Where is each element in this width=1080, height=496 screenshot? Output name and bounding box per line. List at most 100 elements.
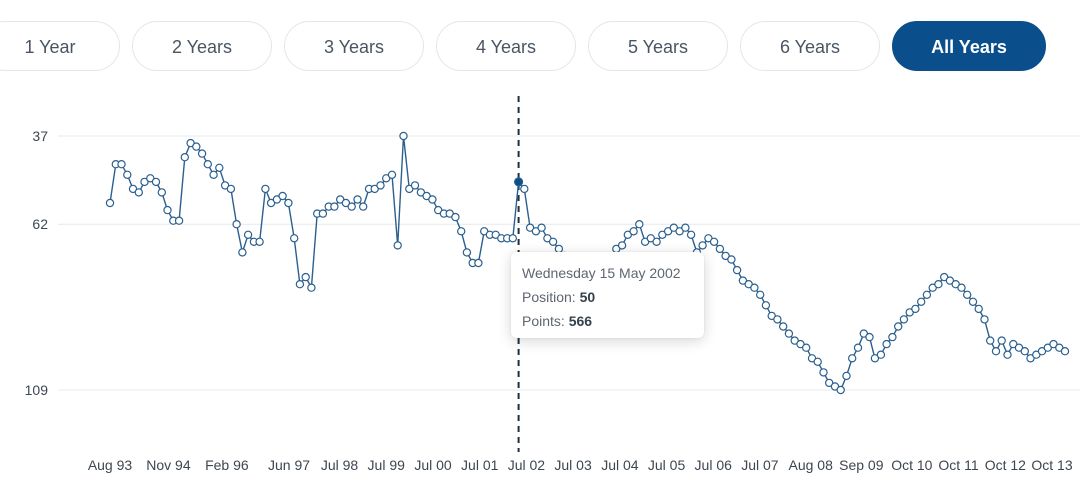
data-point[interactable] bbox=[451, 212, 460, 222]
data-point[interactable] bbox=[732, 265, 742, 275]
data-point[interactable] bbox=[635, 219, 644, 229]
data-point[interactable] bbox=[243, 230, 253, 239]
data-point[interactable] bbox=[870, 354, 880, 363]
data-point[interactable] bbox=[761, 301, 771, 310]
data-point[interactable] bbox=[180, 153, 189, 162]
data-point[interactable] bbox=[117, 159, 126, 169]
data-point[interactable] bbox=[341, 198, 351, 208]
data-point[interactable] bbox=[848, 354, 857, 363]
data-point[interactable] bbox=[226, 184, 236, 194]
data-point[interactable] bbox=[353, 195, 362, 204]
data-point[interactable] bbox=[727, 255, 736, 264]
data-point[interactable] bbox=[813, 357, 822, 366]
data-point[interactable] bbox=[652, 237, 661, 246]
data-point[interactable] bbox=[215, 163, 224, 173]
data-point[interactable] bbox=[520, 184, 529, 194]
data-point[interactable] bbox=[876, 350, 886, 359]
data-point[interactable] bbox=[163, 205, 172, 215]
data-point[interactable] bbox=[629, 227, 638, 236]
data-point[interactable] bbox=[278, 191, 287, 201]
data-point[interactable] bbox=[865, 332, 874, 342]
data-point[interactable] bbox=[151, 177, 161, 187]
data-point[interactable] bbox=[1003, 350, 1012, 359]
data-point[interactable] bbox=[1060, 346, 1070, 356]
data-point[interactable] bbox=[1020, 346, 1030, 356]
data-point[interactable] bbox=[134, 188, 143, 197]
data-point[interactable] bbox=[991, 346, 1001, 356]
data-point[interactable] bbox=[779, 322, 788, 331]
data-point[interactable] bbox=[715, 244, 725, 254]
data-point[interactable] bbox=[899, 315, 909, 324]
tab-1-year[interactable]: 1 Year bbox=[0, 21, 120, 71]
data-point[interactable] bbox=[888, 332, 897, 342]
data-point[interactable] bbox=[802, 343, 811, 352]
data-point[interactable] bbox=[709, 237, 719, 246]
data-point[interactable] bbox=[255, 237, 264, 246]
data-point[interactable] bbox=[894, 322, 903, 331]
data-point[interactable] bbox=[387, 170, 397, 180]
data-point[interactable] bbox=[508, 234, 517, 243]
data-point[interactable] bbox=[301, 272, 310, 282]
data-point[interactable] bbox=[525, 223, 535, 232]
data-point[interactable] bbox=[934, 279, 943, 289]
data-point[interactable] bbox=[911, 304, 920, 314]
data-point[interactable] bbox=[238, 248, 247, 257]
data-point[interactable] bbox=[307, 283, 316, 292]
data-point[interactable] bbox=[986, 336, 995, 345]
data-point[interactable] bbox=[750, 283, 759, 292]
data-point[interactable] bbox=[686, 230, 696, 239]
data-point[interactable] bbox=[209, 170, 218, 180]
data-point[interactable] bbox=[140, 177, 149, 187]
data-point[interactable] bbox=[457, 227, 466, 236]
data-point[interactable] bbox=[738, 276, 748, 285]
data-point[interactable] bbox=[698, 241, 707, 250]
data-point[interactable] bbox=[957, 283, 966, 292]
data-point[interactable] bbox=[290, 234, 299, 243]
data-point[interactable] bbox=[537, 223, 546, 232]
data-point[interactable] bbox=[1026, 354, 1035, 363]
data-point[interactable] bbox=[675, 227, 684, 236]
tab-2-years[interactable]: 2 Years bbox=[132, 21, 272, 71]
data-point[interactable] bbox=[784, 329, 794, 338]
data-point[interactable] bbox=[410, 181, 420, 190]
data-point[interactable] bbox=[681, 223, 690, 232]
data-point[interactable] bbox=[347, 202, 356, 211]
data-point[interactable] bbox=[284, 198, 293, 208]
tab-4-years[interactable]: 4 Years bbox=[436, 21, 576, 71]
data-point[interactable] bbox=[157, 188, 166, 197]
highlighted-point[interactable] bbox=[513, 177, 524, 187]
data-point[interactable] bbox=[462, 248, 472, 257]
data-point[interactable] bbox=[773, 315, 782, 324]
data-point[interactable] bbox=[399, 131, 408, 141]
data-point[interactable] bbox=[997, 336, 1006, 345]
data-point[interactable] bbox=[428, 195, 437, 204]
tab-all-years[interactable]: All Years bbox=[892, 21, 1046, 71]
data-point[interactable] bbox=[922, 290, 932, 299]
data-point[interactable] bbox=[123, 170, 132, 180]
data-point[interactable] bbox=[318, 209, 328, 218]
data-point[interactable] bbox=[174, 216, 184, 225]
data-point[interactable] bbox=[548, 237, 558, 246]
data-point[interactable] bbox=[105, 198, 115, 208]
data-point[interactable] bbox=[842, 371, 851, 381]
data-point[interactable] bbox=[617, 241, 627, 250]
tab-3-years[interactable]: 3 Years bbox=[284, 21, 424, 71]
data-point[interactable] bbox=[232, 219, 241, 229]
data-point[interactable] bbox=[836, 385, 845, 395]
data-point[interactable] bbox=[376, 181, 385, 190]
data-point[interactable] bbox=[968, 297, 978, 306]
data-point[interactable] bbox=[359, 202, 368, 211]
data-point[interactable] bbox=[393, 241, 402, 250]
data-point[interactable] bbox=[295, 279, 305, 289]
data-point[interactable] bbox=[192, 142, 201, 151]
data-point[interactable] bbox=[197, 149, 207, 158]
data-point[interactable] bbox=[882, 339, 891, 349]
data-point[interactable] bbox=[669, 223, 679, 232]
data-point[interactable] bbox=[980, 315, 989, 324]
data-point[interactable] bbox=[963, 290, 972, 299]
data-point[interactable] bbox=[261, 184, 270, 194]
data-point[interactable] bbox=[474, 258, 483, 268]
data-point[interactable] bbox=[203, 159, 212, 169]
data-point[interactable] bbox=[1049, 339, 1058, 349]
data-point[interactable] bbox=[330, 202, 339, 211]
